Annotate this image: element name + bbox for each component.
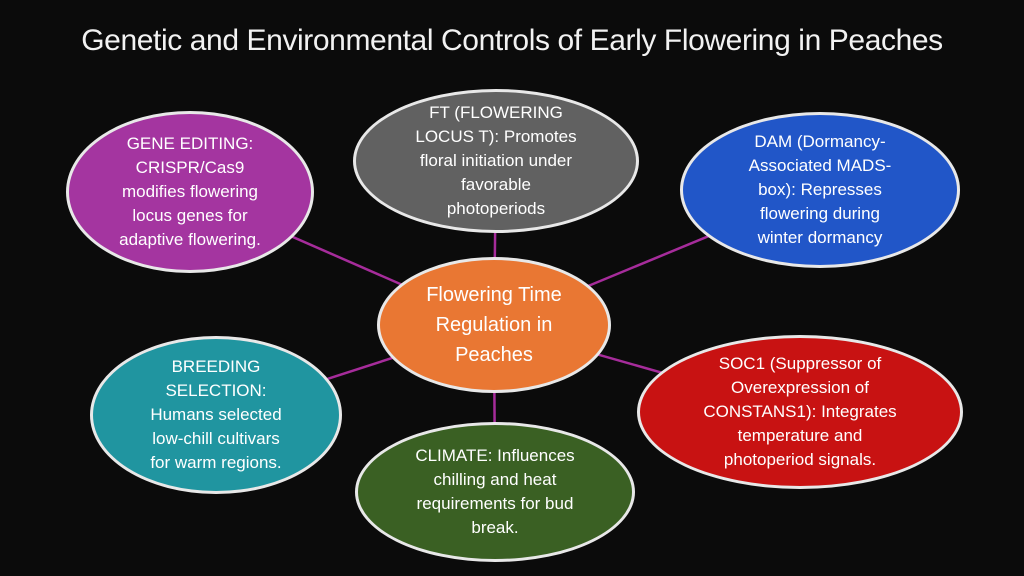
node-label: DAM (Dormancy- Associated MADS- box): Re… [748, 131, 892, 248]
node-gene-editing: GENE EDITING: CRISPR/Cas9 modifies flowe… [66, 111, 314, 273]
node-dam-dormancy-mads-box: DAM (Dormancy- Associated MADS- box): Re… [680, 112, 960, 268]
slide-title: Genetic and Environmental Controls of Ea… [81, 24, 943, 57]
node-label: Flowering Time Regulation in Peaches [426, 284, 562, 366]
node-label: CLIMATE: Influences chilling and heat re… [415, 445, 575, 538]
node-breeding-selection: BREEDING SELECTION: Humans selected low-… [90, 336, 342, 494]
node-ft-flowering-locus-t: FT (FLOWERING LOCUS T): Promotes floral … [353, 89, 639, 233]
node-label: GENE EDITING: CRISPR/Cas9 modifies flowe… [119, 133, 261, 250]
node-climate: CLIMATE: Influences chilling and heat re… [355, 422, 635, 562]
node-label: SOC1 (Suppressor of Overexpression of CO… [703, 353, 897, 470]
node-label: BREEDING SELECTION: Humans selected low-… [150, 356, 282, 473]
node-soc1: SOC1 (Suppressor of Overexpression of CO… [637, 335, 963, 489]
node-flowering-time-regulation: Flowering Time Regulation in Peaches [377, 257, 611, 393]
node-label: FT (FLOWERING LOCUS T): Promotes floral … [415, 102, 577, 219]
